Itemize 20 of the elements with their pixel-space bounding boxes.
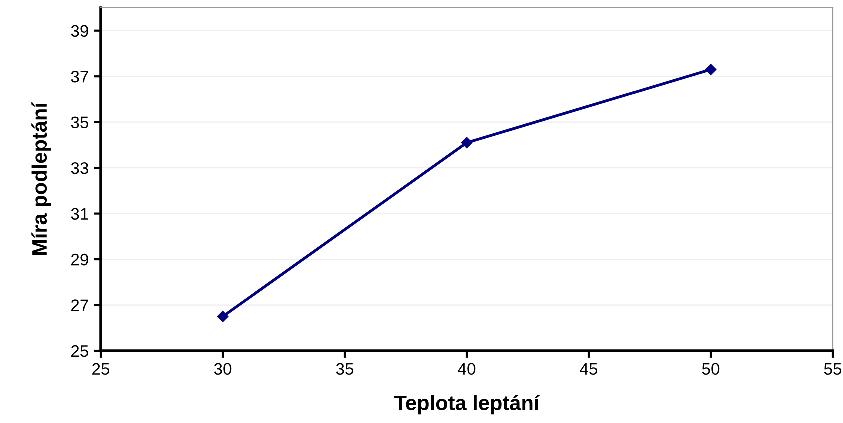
y-tick-label: 39	[71, 25, 88, 38]
point	[217, 311, 229, 322]
y-tick-label: 29	[71, 254, 88, 266]
y-axis-title: Míra podleptání	[32, 102, 52, 256]
x-tick-label: 50	[702, 363, 720, 376]
y-tick-label: 35	[71, 116, 88, 129]
x-tick-label: 40	[458, 363, 476, 376]
x-tick-label: 35	[336, 363, 354, 376]
point	[705, 64, 717, 76]
y-tick-label: 25	[71, 345, 88, 358]
y-tick-label: 27	[71, 300, 88, 312]
y-tick-label: 33	[71, 162, 88, 174]
y-tick-label: 31	[71, 208, 88, 220]
point	[461, 137, 473, 149]
x-tick-label: 45	[580, 363, 598, 376]
x-tick-label: 30	[214, 363, 232, 376]
x-tick-label: 55	[824, 363, 842, 376]
x-tick-label: 25	[92, 363, 110, 376]
x-axis-title: Teplota leptání	[394, 395, 540, 415]
y-tick-label: 37	[71, 71, 88, 83]
